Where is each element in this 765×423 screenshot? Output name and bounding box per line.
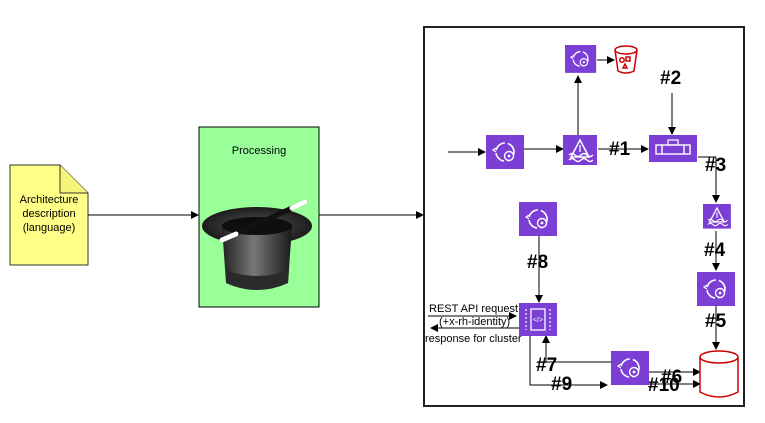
architecture-frame: [423, 26, 745, 407]
step-label-7: #7: [536, 355, 557, 376]
magic-hat-icon: [202, 199, 312, 290]
svg-text:</>: </>: [533, 317, 543, 324]
api-request-line1: REST API request: [429, 303, 518, 315]
step-label-3: #3: [705, 155, 726, 176]
api-response-label: response for cluster: [425, 333, 522, 345]
document-label-line2: description: [22, 208, 75, 220]
step-label-2: #2: [660, 68, 681, 89]
document-label-line3: (language): [23, 222, 76, 234]
document-label-line1: Architecture: [20, 194, 79, 206]
step-label-1: #1: [609, 139, 631, 160]
step-label-5: #5: [705, 311, 727, 332]
connectors: [428, 56, 720, 389]
step-label-8: #8: [527, 252, 548, 273]
processing-box: Processing: [198, 126, 320, 308]
stream-icon-2: [702, 203, 732, 230]
entry-service-icon: [485, 134, 525, 170]
step-label-9: #9: [551, 374, 572, 395]
architecture-description-document: Architecture description (language): [9, 164, 89, 266]
service-icon-8: [518, 201, 558, 237]
api-request-line2: (+x-rh-identity): [439, 316, 510, 328]
step-label-6: #6: [661, 367, 682, 388]
s3-bucket-icon: [614, 45, 638, 74]
api-gateway-icon[interactable]: </>: [519, 303, 557, 336]
pipeline-icon: [649, 135, 697, 162]
step-label-4: #4: [704, 240, 726, 261]
service-icon-5: [696, 271, 736, 307]
top-service-icon: [564, 44, 597, 74]
service-icon-bottom: [610, 350, 650, 386]
database-icon: [699, 350, 739, 398]
step-label-10: #10: [648, 375, 680, 396]
processing-title: Processing: [232, 145, 286, 157]
stream-icon-1: [562, 134, 598, 166]
